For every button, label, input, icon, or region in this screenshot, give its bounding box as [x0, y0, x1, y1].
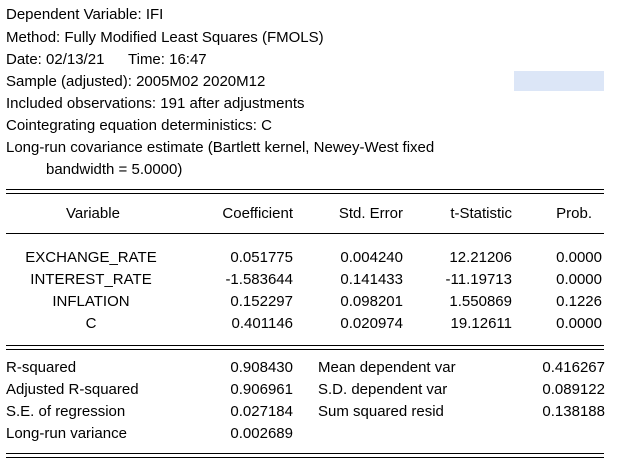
stat-value: 0.908430 — [230, 359, 293, 376]
header-rule — [6, 233, 604, 234]
header-std-error: Std. Error — [338, 205, 403, 222]
row-coefficient: 0.051775 — [230, 249, 293, 266]
row-t-statistic: 12.21206 — [449, 249, 512, 266]
long-run-covariance-line: Long-run covariance estimate (Bartlett k… — [6, 139, 435, 156]
stat-label: Mean dependent var — [318, 359, 456, 376]
header-prob: Prob. — [556, 205, 592, 222]
stats-top-rule — [6, 345, 604, 346]
stat-label: Long-run variance — [6, 425, 127, 442]
cointegrating-deterministics-line: Cointegrating equation deterministics: C — [6, 117, 272, 134]
row-variable: INFLATION — [52, 293, 130, 310]
row-prob: 0.0000 — [556, 271, 602, 288]
row-t-statistic: 19.12611 — [450, 315, 512, 332]
row-coefficient: 0.152297 — [230, 293, 293, 310]
header-t-statistic: t-Statistic — [450, 205, 512, 222]
stat-value: 0.027184 — [230, 403, 293, 420]
row-variable: INTEREST_RATE — [30, 271, 152, 288]
stat-value: 0.416267 — [542, 359, 605, 376]
row-coefficient: 0.401146 — [231, 315, 293, 332]
row-t-statistic: 1.550869 — [449, 293, 512, 310]
row-std-error: 0.020974 — [340, 315, 403, 332]
row-coefficient: -1.583644 — [225, 271, 293, 288]
stat-label: Sum squared resid — [318, 403, 444, 420]
stat-label: Adjusted R-squared — [6, 381, 139, 398]
row-prob: 0.0000 — [556, 249, 602, 266]
row-variable: EXCHANGE_RATE — [25, 249, 157, 266]
table-top-rule-2 — [6, 193, 604, 194]
selected-cell-highlight[interactable] — [514, 71, 604, 91]
header-coefficient: Coefficient — [222, 205, 293, 222]
table-bottom-rule — [6, 453, 604, 454]
time-line: Time: 16:47 — [128, 51, 207, 68]
table-top-rule — [6, 189, 604, 190]
included-observations-line: Included observations: 191 after adjustm… — [6, 95, 305, 112]
dependent-variable-line: Dependent Variable: IFI — [6, 6, 164, 23]
stat-value: 0.138188 — [542, 403, 605, 420]
row-std-error: 0.141433 — [340, 271, 403, 288]
stat-value: 0.906961 — [230, 381, 293, 398]
row-t-statistic: -11.19713 — [445, 271, 512, 288]
row-variable: C — [85, 315, 97, 332]
date-line: Date: 02/13/21 — [6, 51, 105, 68]
header-variable: Variable — [66, 205, 120, 222]
row-std-error: 0.098201 — [340, 293, 403, 310]
stat-label: R-squared — [6, 359, 77, 376]
row-prob: 0.1226 — [556, 293, 602, 310]
stat-label: S.D. dependent var — [318, 381, 448, 398]
bandwidth-line: bandwidth = 5.0000) — [46, 161, 183, 178]
table-bottom-rule-2 — [6, 457, 604, 458]
stats-top-rule-2 — [6, 349, 604, 350]
method-line: Method: Fully Modified Least Squares (FM… — [6, 29, 324, 46]
stat-value: 0.089122 — [542, 381, 605, 398]
sample-line: Sample (adjusted): 2005M02 2020M12 — [6, 73, 266, 90]
stat-label: S.E. of regression — [6, 403, 126, 420]
row-prob: 0.0000 — [556, 315, 602, 332]
row-std-error: 0.004240 — [340, 249, 403, 266]
stat-value: 0.002689 — [230, 425, 293, 442]
